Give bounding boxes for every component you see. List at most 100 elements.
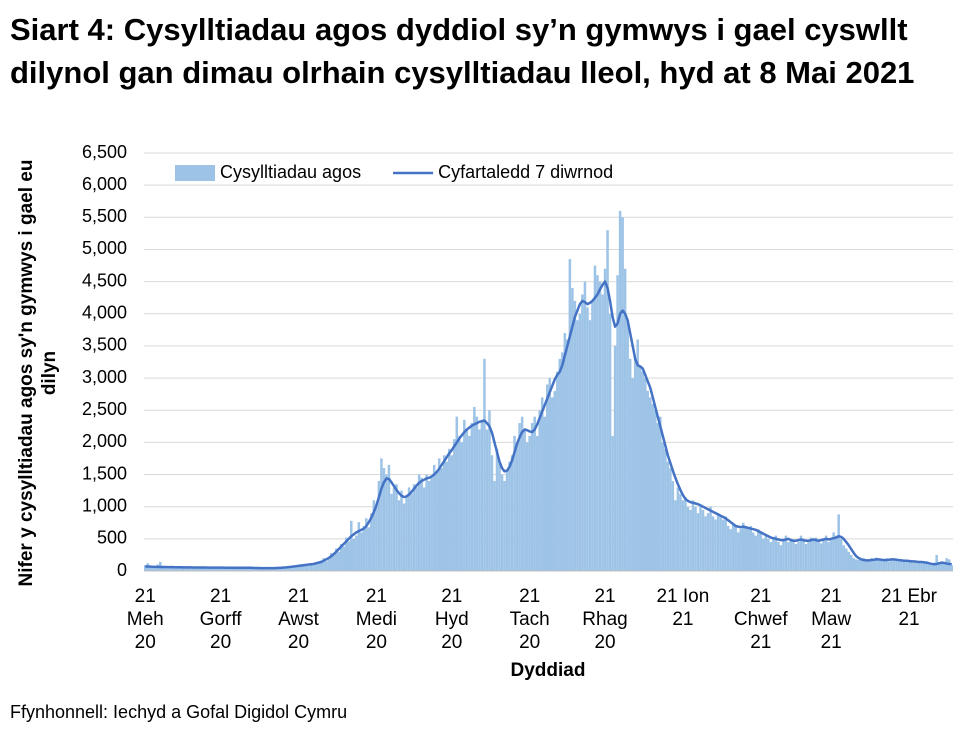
bar [304,563,308,571]
bar [490,455,494,571]
bar [865,561,868,571]
bar [606,230,609,571]
bar [372,500,376,571]
bar [360,532,363,571]
bar [224,568,227,571]
bar [530,423,534,571]
bar [684,497,687,571]
bar [244,567,248,571]
bar [332,555,335,571]
bar [875,557,878,571]
bar [201,568,205,571]
x-tick-label: 21 Tach 20 [509,586,550,653]
bar [234,567,237,571]
y-tick-label: 4,500 [82,270,127,290]
bar [927,564,931,571]
bar [204,568,207,571]
bar [626,320,629,571]
bar [184,566,187,571]
bar [405,497,408,571]
bar [827,542,830,571]
bar [882,559,886,571]
bar [608,313,612,571]
bar [701,509,705,571]
legend-label: Cysylltiadau agos [220,162,361,182]
bar [435,471,438,571]
bar [483,358,486,571]
bar [666,461,670,571]
bar [289,565,293,571]
bar [543,416,546,571]
bar [870,558,873,571]
bar [556,371,559,571]
bar [262,568,265,571]
bar [485,429,489,571]
bar [757,529,760,571]
bar [583,281,587,571]
bar [377,480,381,571]
bar [206,567,210,571]
bar [789,538,793,571]
bar [819,543,823,571]
bar [902,561,906,571]
bar [714,519,717,571]
bar [169,567,172,571]
bar [887,561,891,571]
bar [458,435,461,571]
bar [922,561,926,571]
bar [578,313,582,571]
bar [671,480,675,571]
bar [558,358,562,571]
y-tick-label: 5,500 [82,206,127,226]
bar [500,474,504,571]
y-tick-label: 3,000 [82,367,127,387]
bar [890,558,893,571]
bar [950,565,953,571]
bar [191,568,195,571]
bar [415,487,418,571]
bar [603,268,607,571]
bar [804,543,808,571]
x-axis-title: Dyddiad [510,660,586,681]
bar [611,435,614,571]
bar [885,558,888,571]
bar [932,562,936,571]
bar [475,416,479,571]
bar [219,567,222,571]
bar [214,568,217,571]
x-tick-label: 21 Maw 21 [811,586,852,653]
bar [402,503,406,571]
x-tick-label: 21 Rhag 20 [582,586,628,653]
bar [302,565,305,571]
bar [664,448,667,571]
bar [277,568,280,571]
bar [189,568,192,571]
bar [151,567,155,571]
line [145,280,952,570]
bar [897,560,901,571]
bar [947,559,951,571]
bar [616,275,619,571]
bar [674,500,677,571]
bar [669,468,672,571]
bar [488,410,491,571]
bar [239,568,242,571]
bar [236,567,240,571]
bar [181,567,185,571]
bar [463,419,466,571]
bar [719,516,722,571]
bar [782,538,785,571]
bar [196,566,200,571]
bar [917,561,921,571]
bar [654,410,657,571]
bar [638,365,642,571]
bar [764,535,768,571]
bar [417,474,421,571]
bar [528,435,531,571]
bar [545,384,549,571]
legend-swatch [175,165,215,181]
bar [350,520,353,571]
bar [420,477,423,571]
bar [872,558,876,571]
